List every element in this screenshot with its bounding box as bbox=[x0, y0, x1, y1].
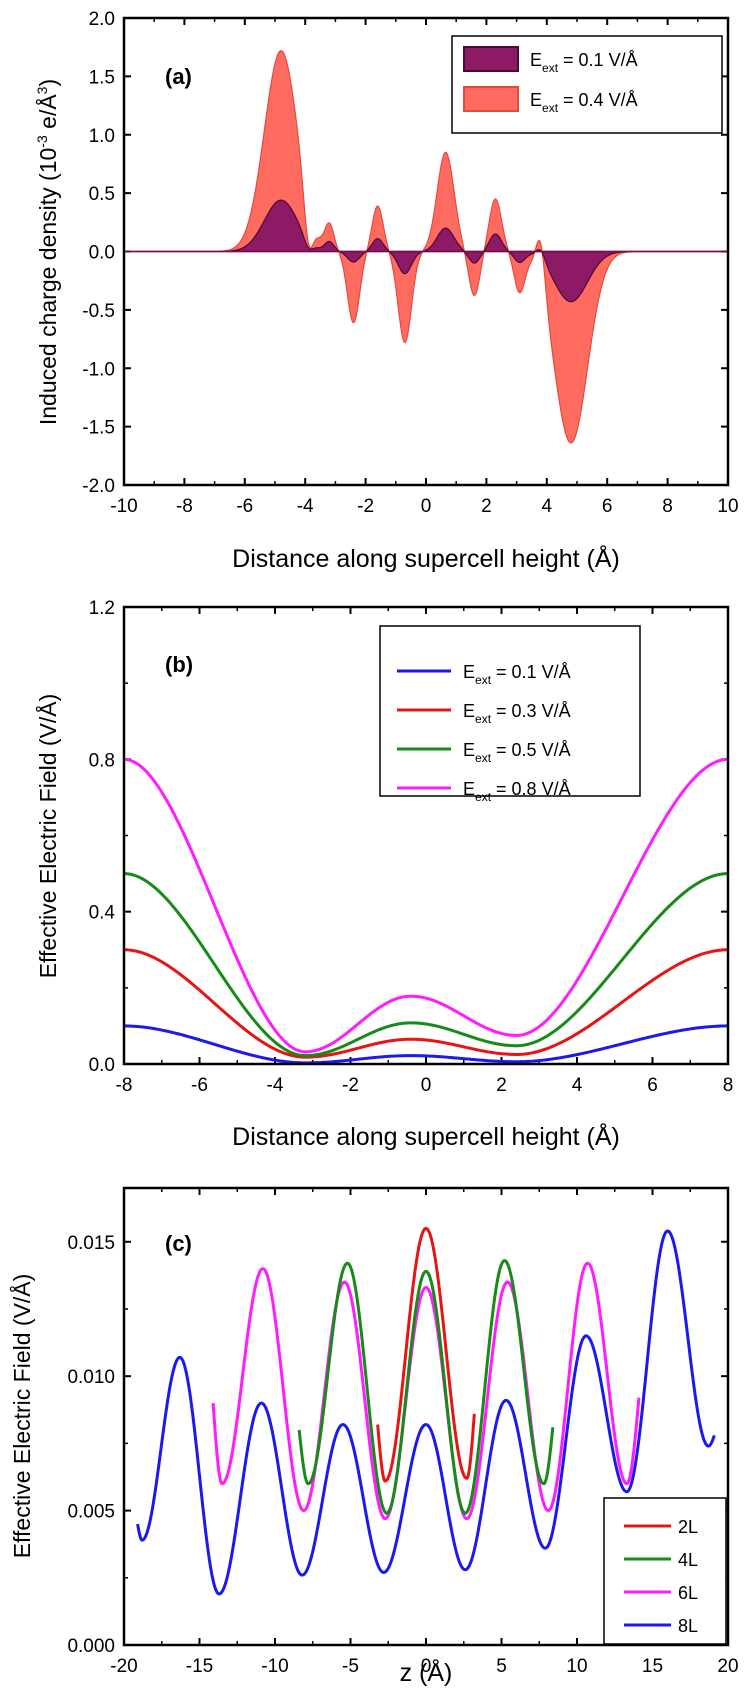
x-tick-label: -4 bbox=[267, 1075, 284, 1096]
legend-entry-0: Eext = 0.1 V/Å bbox=[530, 50, 638, 75]
y-tick-label: 2.0 bbox=[89, 9, 115, 30]
y-tick-label: 1.2 bbox=[89, 598, 115, 619]
chart-panel-b: -8 -6 -4 -2 0 2 4 6 8 0.0 0.4 0.8 1.2 (b) Eext = 0.1 V… bbox=[34, 598, 733, 1151]
legend-entry-1: Eext = 0.3 V/Å bbox=[463, 701, 571, 726]
x-tick-label: -20 bbox=[110, 1656, 137, 1677]
legend-entry-2: Eext = 0.5 V/Å bbox=[463, 740, 571, 765]
line-series-8L bbox=[136, 1229, 716, 1596]
y-tick-label: 0.5 bbox=[89, 184, 115, 205]
x-tick-label: -5 bbox=[342, 1656, 359, 1677]
x-tick-label: 6 bbox=[602, 496, 613, 517]
legend-swatch-1 bbox=[463, 86, 519, 112]
x-axis-label: Distance along supercell height (Å) bbox=[232, 1121, 620, 1151]
x-axis-label: Distance along supercell height (Å) bbox=[232, 543, 620, 573]
x-tick-label: -10 bbox=[110, 496, 137, 517]
x-tick-label: -2 bbox=[357, 496, 374, 517]
x-tick-label: 0 bbox=[421, 1075, 432, 1096]
y-tick-label: 0.015 bbox=[67, 1233, 115, 1254]
x-tick-label: 8 bbox=[662, 496, 673, 517]
x-tick-label: 15 bbox=[642, 1656, 663, 1677]
panel-label: (a) bbox=[165, 64, 192, 89]
y-tick-label: 0.4 bbox=[89, 903, 116, 924]
x-axis-label: z (Å) bbox=[400, 1657, 453, 1687]
legend-entry-0: Eext = 0.1 V/Å bbox=[463, 662, 571, 687]
x-tick-label: 10 bbox=[566, 1656, 587, 1677]
legend-entry-1: Eext = 0.4 V/Å bbox=[530, 90, 638, 115]
y-tick-label: 0.010 bbox=[67, 1367, 115, 1388]
legend-entry-6L: 6L bbox=[678, 1583, 698, 1603]
x-tick-label: -10 bbox=[261, 1656, 288, 1677]
x-tick-label: -8 bbox=[116, 1075, 133, 1096]
x-tick-label: 4 bbox=[572, 1075, 583, 1096]
legend-swatch-0 bbox=[463, 46, 519, 72]
x-tick-label: 0 bbox=[421, 496, 432, 517]
legend-entry-4L: 4L bbox=[678, 1550, 698, 1570]
line-series-1 bbox=[123, 948, 729, 1059]
panel-label: (c) bbox=[165, 1231, 192, 1256]
y-tick-label: -1.5 bbox=[82, 418, 115, 439]
y-tick-label: 0.0 bbox=[89, 243, 115, 264]
x-tick-label: 2 bbox=[496, 1075, 507, 1096]
line-series-2 bbox=[123, 872, 729, 1058]
legend-entry-2L: 2L bbox=[678, 1517, 698, 1537]
legend: 2L 4L 6L 8L bbox=[603, 1497, 727, 1645]
x-tick-label: -4 bbox=[297, 496, 314, 517]
x-tick-label: -8 bbox=[176, 496, 193, 517]
x-tick-label: 2 bbox=[481, 496, 492, 517]
legend-box bbox=[603, 1497, 727, 1645]
x-tick-label: 4 bbox=[542, 496, 553, 517]
y-tick-label: 1.5 bbox=[89, 67, 115, 88]
legend: Eext = 0.1 V/Å Eext = 0.4 V/Å bbox=[451, 35, 723, 134]
chart-panel-c: -20 -15 -10 -5 0 5 10 15 20 0.000 0.005 0.010 0.015 (… bbox=[8, 1186, 739, 1687]
line-series-4L bbox=[297, 1258, 555, 1515]
legend-entry-8L: 8L bbox=[678, 1616, 698, 1636]
y-axis-label: Effective Electric Field (V/Å) bbox=[8, 1274, 35, 1559]
legend-entry-3: Eext = 0.8 V/Å bbox=[463, 779, 571, 804]
y-tick-label: 0.000 bbox=[67, 1636, 115, 1657]
x-tick-label: 10 bbox=[717, 496, 738, 517]
y-tick-label: -1.0 bbox=[82, 359, 115, 380]
panel-label: (b) bbox=[165, 652, 193, 677]
plot-frame bbox=[122, 16, 730, 487]
line-series-2L bbox=[376, 1226, 476, 1483]
plot-frame bbox=[122, 605, 730, 1066]
x-tick-label: 20 bbox=[717, 1656, 738, 1677]
chart-panel-a: -10 -8 -6 -4 -2 0 2 4 6 8 10 -2.0 -1.5 -1.0 -0.5 0.0 0.5… bbox=[34, 9, 739, 573]
x-tick-label: 0 bbox=[421, 1656, 432, 1677]
y-tick-label: 0.0 bbox=[89, 1055, 115, 1076]
x-tick-label: 6 bbox=[647, 1075, 658, 1096]
x-tick-label: -15 bbox=[186, 1656, 213, 1677]
x-tick-label: -6 bbox=[236, 496, 253, 517]
x-tick-label: 5 bbox=[496, 1656, 507, 1677]
line-series-6L bbox=[211, 1261, 641, 1521]
y-tick-label: 0.005 bbox=[67, 1502, 115, 1523]
y-tick-label: 0.8 bbox=[89, 750, 115, 771]
y-tick-label: -2.0 bbox=[82, 476, 115, 497]
plot-frame bbox=[122, 1186, 730, 1647]
line-series-3 bbox=[123, 757, 729, 1054]
y-tick-label: 1.0 bbox=[89, 126, 115, 147]
x-tick-label: -2 bbox=[342, 1075, 359, 1096]
x-tick-label: 8 bbox=[723, 1075, 734, 1096]
x-tick-label: -6 bbox=[191, 1075, 208, 1096]
y-axis-label: Induced charge density (10-3 e/Å3) bbox=[34, 79, 61, 425]
line-series-0 bbox=[123, 1024, 729, 1065]
legend: Eext = 0.1 V/Å Eext = 0.3 V/Å Eext = 0.5 V… bbox=[379, 625, 641, 804]
y-tick-label: -0.5 bbox=[82, 301, 115, 322]
y-axis-label: Effective Electric Field (V/Å) bbox=[34, 694, 61, 979]
